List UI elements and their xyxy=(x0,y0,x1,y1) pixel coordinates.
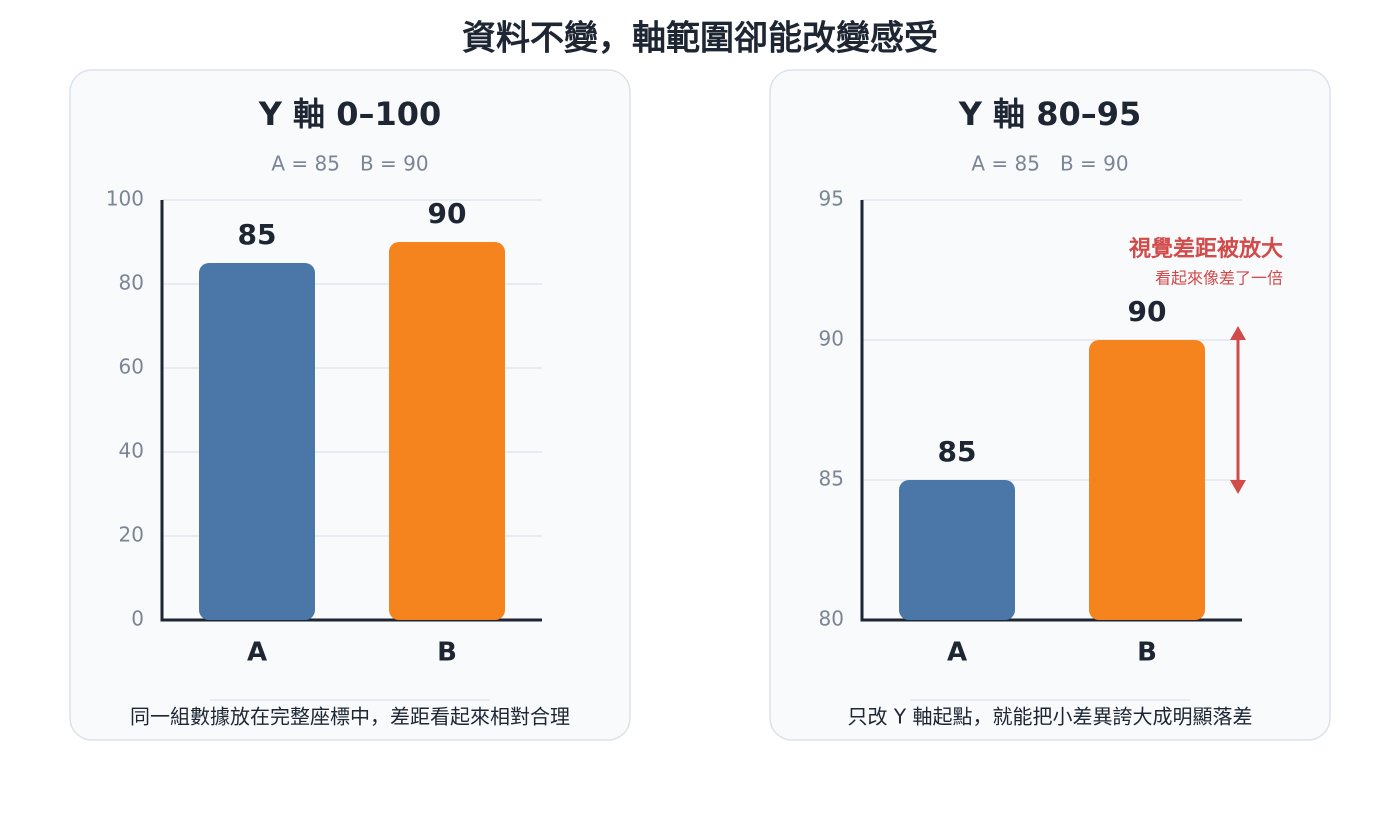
y-tick-label: 40 xyxy=(119,439,144,463)
x-tick-label: B xyxy=(437,638,457,668)
annotation-title: 視覺差距被放大 xyxy=(1129,236,1283,262)
value-label: 85 xyxy=(938,435,977,468)
arrow-head xyxy=(1230,480,1246,494)
x-tick-label: B xyxy=(1137,638,1157,668)
value-label: 85 xyxy=(238,218,277,251)
chart-title: Y 軸 80–95 xyxy=(958,95,1142,133)
y-tick-label: 100 xyxy=(106,187,144,211)
chart-subtitle: A = 85 B = 90 xyxy=(971,152,1128,176)
bar xyxy=(1089,340,1205,620)
caption: 只改 Y 軸起點，就能把小差異誇大成明顯落差 xyxy=(848,705,1253,729)
y-tick-label: 60 xyxy=(119,355,144,379)
y-tick-label: 95 xyxy=(819,187,844,211)
chart-subtitle: A = 85 B = 90 xyxy=(271,152,428,176)
bar xyxy=(389,242,505,620)
y-tick-label: 90 xyxy=(819,327,844,351)
y-tick-label: 80 xyxy=(119,271,144,295)
value-label: 90 xyxy=(428,197,467,230)
y-tick-label: 80 xyxy=(819,607,844,631)
arrow-head xyxy=(1230,326,1246,340)
bar xyxy=(199,263,315,620)
caption: 同一組數據放在完整座標中，差距看起來相對合理 xyxy=(130,705,570,729)
y-tick-label: 20 xyxy=(119,523,144,547)
y-tick-label: 85 xyxy=(819,467,844,491)
bar xyxy=(899,480,1015,620)
x-tick-label: A xyxy=(947,638,967,668)
x-tick-label: A xyxy=(247,638,267,668)
y-tick-label: 0 xyxy=(131,607,144,631)
chart-title: Y 軸 0–100 xyxy=(258,95,442,133)
value-label: 90 xyxy=(1128,295,1167,328)
page-title: 資料不變，軸範圍卻能改變感受 xyxy=(462,19,938,59)
annotation-text: 看起來像差了一倍 xyxy=(1155,269,1283,288)
